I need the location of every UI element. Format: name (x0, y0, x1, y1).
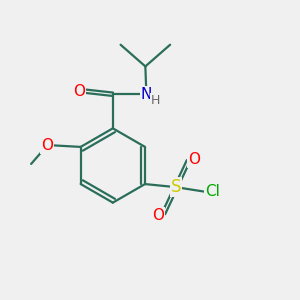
Text: O: O (41, 138, 53, 153)
Text: Cl: Cl (205, 184, 220, 199)
Text: O: O (152, 208, 164, 223)
Text: H: H (151, 94, 160, 107)
Text: O: O (74, 84, 86, 99)
Text: N: N (141, 87, 152, 102)
Text: O: O (188, 152, 200, 167)
Text: S: S (171, 178, 181, 196)
